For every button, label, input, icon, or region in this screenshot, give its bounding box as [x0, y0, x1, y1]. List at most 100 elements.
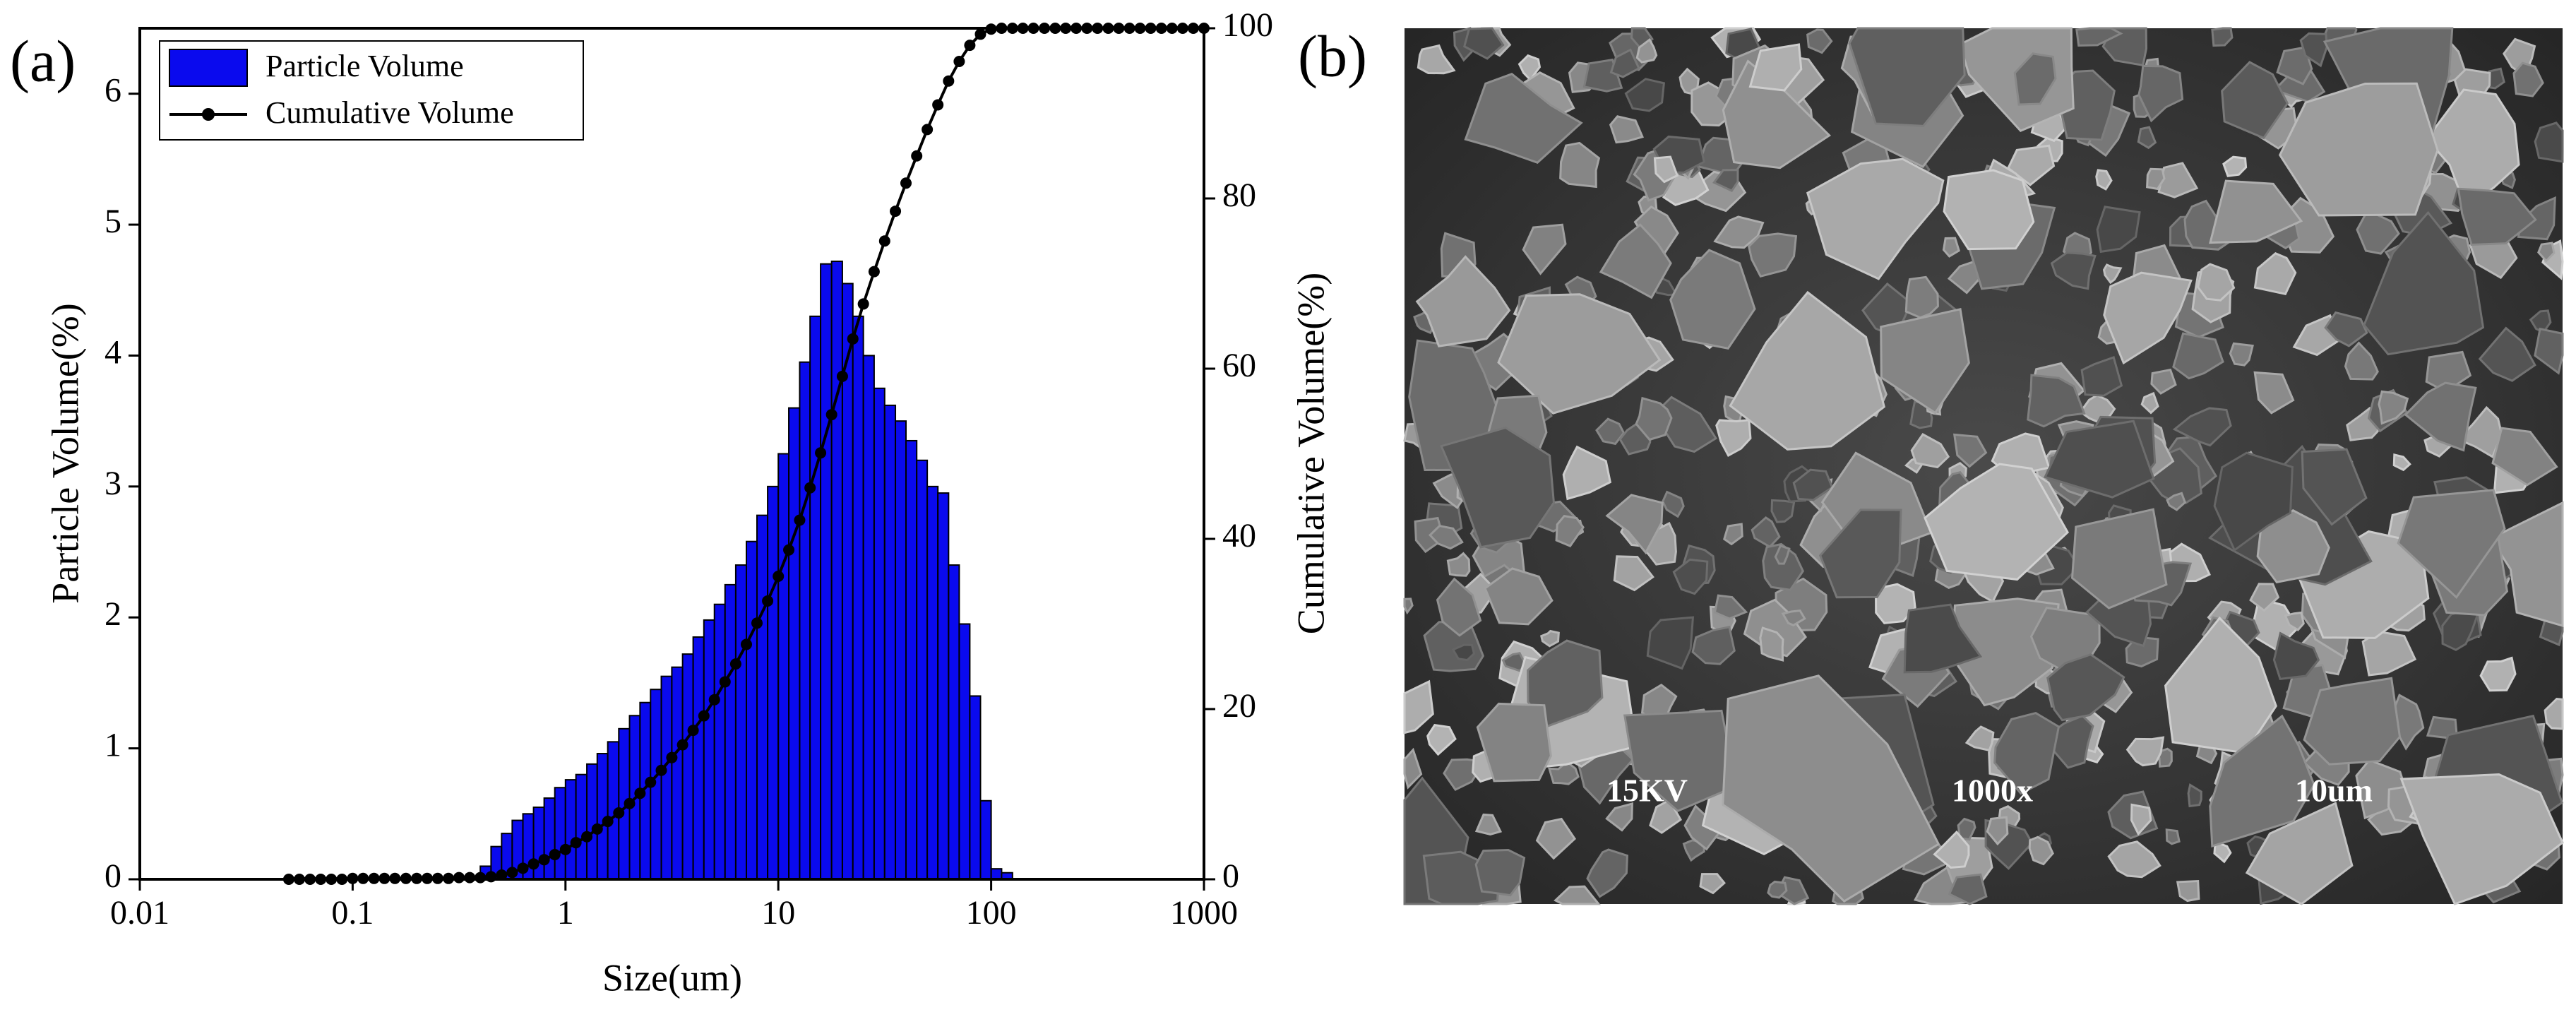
histogram-bar: [703, 619, 715, 880]
particle: [2363, 210, 2485, 356]
histogram-bar: [681, 653, 694, 881]
particle: [1501, 652, 1527, 672]
cumulative-marker: [676, 739, 688, 751]
particle: [1440, 426, 1555, 549]
cumulative-marker: [581, 831, 593, 843]
cumulative-marker: [762, 595, 774, 607]
cumulative-marker: [634, 787, 646, 799]
particle: [1415, 255, 1511, 347]
particle: [1699, 873, 1726, 895]
particle: [2046, 653, 2125, 722]
particle: [1462, 27, 1505, 60]
cumulative-marker: [602, 816, 614, 828]
micrograph-label: 10um: [2295, 773, 2373, 809]
particle: [2140, 391, 2159, 415]
particle: [1476, 702, 1552, 783]
particle: [1646, 616, 1695, 670]
particle: [1554, 885, 1602, 905]
particle: [1924, 463, 2070, 581]
histogram-bar: [979, 799, 992, 881]
cumulative-marker: [538, 854, 550, 866]
histogram-bar: [756, 514, 769, 880]
particle: [1672, 558, 1709, 595]
cumulative-marker: [666, 751, 678, 763]
particle: [2095, 169, 2113, 191]
histogram-bar: [937, 492, 950, 880]
particle: [2187, 783, 2202, 808]
particle: [1624, 78, 1666, 112]
histogram-bar: [990, 868, 1003, 880]
histogram-bar: [948, 564, 960, 880]
particle: [2253, 371, 2295, 415]
particle: [2301, 448, 2368, 526]
particle: [1957, 817, 1976, 841]
histogram-bar: [746, 540, 758, 880]
particle: [1910, 433, 1950, 469]
particle: [2125, 636, 2159, 668]
particle: [1562, 445, 1612, 501]
particle: [1952, 433, 1988, 468]
particle: [1522, 223, 1567, 275]
particle: [1613, 555, 1654, 592]
histogram-bar: [543, 797, 556, 880]
particle: [2404, 381, 2477, 452]
histogram-bar: [575, 773, 588, 880]
histogram-bar: [852, 315, 864, 881]
histogram-bar: [905, 439, 918, 880]
particle: [2172, 407, 2232, 447]
particle: [2213, 451, 2294, 552]
cumulative-marker: [708, 694, 720, 706]
particle: [2103, 271, 2193, 365]
particle: [2344, 341, 2379, 381]
particle: [1540, 629, 1560, 648]
particle: [1474, 849, 1526, 897]
particle: [2211, 27, 2234, 47]
histogram-bar: [713, 603, 726, 880]
particle: [2299, 32, 2328, 68]
histogram-bar: [883, 404, 897, 880]
y-tick-label: 3: [105, 465, 121, 502]
particle: [2392, 453, 2411, 472]
particle: [1605, 802, 1634, 832]
particle: [1848, 27, 1966, 127]
particle: [2137, 126, 2157, 150]
particle: [1609, 115, 1644, 144]
histogram-bar: [660, 675, 673, 881]
y-tick-label: 1: [105, 727, 121, 764]
cumulative-marker: [804, 482, 816, 494]
histogram-bar: [767, 485, 780, 880]
histogram-bar: [958, 623, 971, 880]
cumulative-marker: [591, 823, 603, 835]
particle: [1635, 396, 1673, 441]
particle: [1792, 468, 1834, 501]
particle: [1948, 873, 1988, 905]
particle: [2249, 583, 2280, 612]
cumulative-marker: [878, 235, 890, 247]
cumulative-marker: [506, 867, 518, 879]
particle: [2356, 212, 2400, 255]
particle: [2213, 840, 2232, 864]
cumulative-marker: [687, 725, 699, 737]
y2-tick-label: 40: [1222, 517, 1256, 554]
cumulative-marker: [613, 807, 625, 819]
particle: [1748, 232, 1798, 278]
particle: [1943, 169, 2035, 251]
y-tick-label: 5: [105, 203, 121, 240]
histogram-bar: [926, 485, 939, 880]
cumulative-marker: [751, 617, 763, 629]
x-tick-label: 0.01: [110, 894, 169, 932]
particle: [2028, 835, 2054, 866]
histogram-bar: [820, 263, 833, 880]
cumulative-marker: [857, 298, 869, 310]
panel-label: (b): [1298, 23, 1367, 89]
cumulative-marker: [496, 869, 508, 881]
particle: [2125, 736, 2165, 767]
particle: [1904, 275, 1939, 319]
particle: [1729, 290, 1886, 451]
particle: [1605, 494, 1664, 555]
particle: [1767, 880, 1788, 899]
x-tick-label: 10: [761, 894, 795, 932]
particle: [1426, 723, 1457, 756]
particle: [1609, 48, 1640, 78]
